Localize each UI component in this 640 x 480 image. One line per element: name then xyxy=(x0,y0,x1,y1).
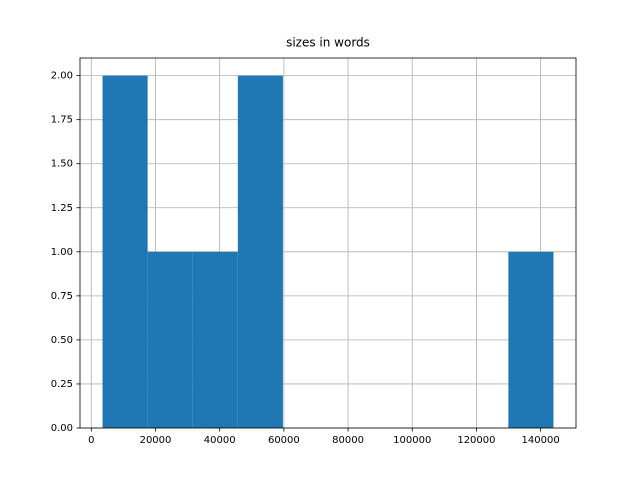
bar xyxy=(237,75,283,428)
y-tick-label: 2.00 xyxy=(51,71,73,82)
y-tick-label: 0.75 xyxy=(51,291,73,302)
bar xyxy=(192,251,238,428)
x-tick-label: 20000 xyxy=(140,435,172,446)
bar xyxy=(508,251,554,428)
chart-title: sizes in words xyxy=(286,36,370,50)
x-tick-label: 100000 xyxy=(393,435,431,446)
x-tick-label: 140000 xyxy=(522,435,560,446)
y-tick-label: 1.25 xyxy=(51,203,73,214)
plot-frame xyxy=(79,57,577,429)
y-tick-label: 1.75 xyxy=(51,115,73,126)
x-tick-label: 40000 xyxy=(204,435,236,446)
bar xyxy=(147,251,193,428)
x-tick-label: 120000 xyxy=(457,435,495,446)
y-tick-label: 1.00 xyxy=(51,247,73,258)
y-tick-label: 0.50 xyxy=(51,335,73,346)
y-tick-label: 1.50 xyxy=(51,159,73,170)
bar xyxy=(102,75,148,428)
x-tick-label: 0 xyxy=(88,435,94,446)
y-tick-label: 0.00 xyxy=(51,423,73,434)
x-tick-label: 80000 xyxy=(332,435,364,446)
x-tick-label: 60000 xyxy=(268,435,300,446)
y-tick-label: 0.25 xyxy=(51,379,73,390)
